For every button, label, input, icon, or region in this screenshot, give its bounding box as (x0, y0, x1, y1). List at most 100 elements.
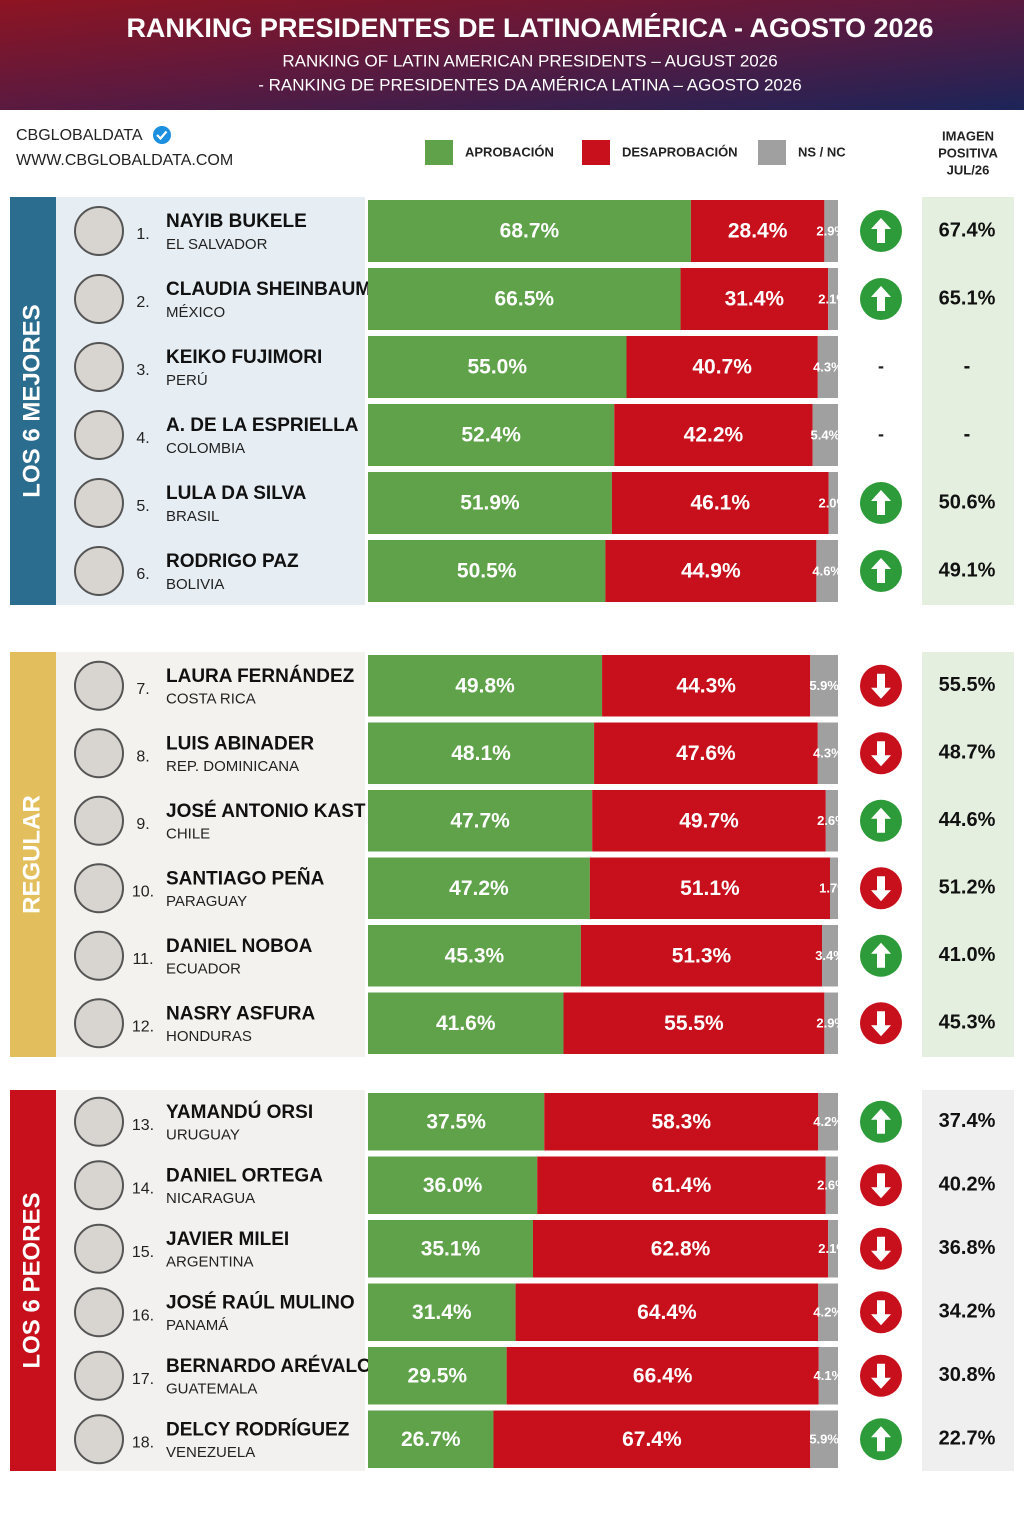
bar-segment (817, 722, 838, 784)
legend-swatch (758, 140, 786, 165)
country: VENEZUELA (166, 1444, 255, 1461)
bar-label: 40.7% (692, 356, 752, 379)
bar-label: 55.0% (467, 356, 527, 379)
rank: 8. (136, 748, 149, 765)
president-name: NAYIB BUKELE (166, 211, 307, 232)
country: BOLIVIA (166, 576, 224, 593)
president-name: DELCY RODRÍGUEZ (166, 1418, 350, 1440)
bar-segment (626, 336, 818, 398)
bar-segment (812, 404, 838, 466)
imagen-value: 44.6% (939, 809, 996, 831)
trend-arrow (871, 673, 891, 699)
imagen-value: - (964, 423, 971, 445)
subtitle: - RANKING DE PRESIDENTES DA AMÉRICA LATI… (258, 75, 802, 94)
bar-label: 4.2% (813, 1305, 843, 1320)
bar-label: 31.4% (412, 1301, 472, 1324)
bar-label: 49.8% (455, 674, 515, 697)
trend-none: - (878, 356, 884, 376)
country: COSTA RICA (166, 691, 256, 708)
group-panel (10, 197, 365, 605)
bar-segment (828, 268, 838, 330)
portrait (74, 478, 124, 528)
portrait (74, 930, 124, 981)
bar-label: 42.2% (684, 424, 744, 447)
bar-label: 5.4% (810, 427, 840, 442)
country: PANAMÁ (166, 1317, 228, 1334)
imagen-value: 65.1% (939, 287, 996, 309)
bar-label: 48.1% (451, 742, 511, 765)
bar-segment (828, 1220, 838, 1278)
bar-segment (816, 540, 838, 602)
bar-segment (690, 200, 825, 262)
trend-arrow (871, 741, 891, 767)
bar-label: 41.6% (436, 1012, 496, 1035)
president-name: JAVIER MILEI (166, 1229, 289, 1250)
bar-label: 2.0% (818, 495, 848, 510)
group-panel (10, 652, 365, 1057)
bar-segment (368, 655, 603, 717)
country: PARAGUAY (166, 893, 247, 910)
group-label: LOS 6 MEJORES (18, 304, 45, 497)
bar-segment (506, 1347, 819, 1405)
website: WWW.CBGLOBALDATA.COM (16, 152, 233, 169)
imagen-title: IMAGEN (942, 128, 994, 143)
bar-label: 4.2% (813, 1114, 843, 1129)
imagen-value: 67.4% (939, 219, 996, 241)
bar-label: 44.9% (681, 560, 741, 583)
bar-segment (828, 472, 838, 534)
bar-label: 64.4% (637, 1301, 697, 1324)
bar-label: 31.4% (725, 288, 785, 311)
bar-label: 52.4% (461, 424, 521, 447)
bar-segment (818, 1283, 838, 1341)
bar-label: 2.1% (818, 1241, 848, 1256)
bar-segment (368, 404, 615, 466)
bar-label: 29.5% (408, 1364, 468, 1387)
bar-segment (825, 1156, 838, 1214)
trend-arrow (871, 876, 891, 902)
country: NICARAGUA (166, 1190, 255, 1207)
country: BRASIL (166, 508, 219, 525)
trend-none: - (878, 424, 884, 444)
bar-segment (563, 992, 825, 1054)
legend-label: NS / NC (798, 144, 846, 159)
portrait (74, 1223, 124, 1274)
bar-segment (368, 1220, 533, 1278)
imagen-title: JUL/26 (947, 162, 990, 177)
rank: 11. (132, 951, 153, 968)
portrait (74, 660, 124, 711)
bar-label: 5.9% (809, 678, 839, 693)
group-band (10, 1090, 56, 1471)
bar-label: 62.8% (651, 1237, 711, 1260)
president-name: KEIKO FUJIMORI (166, 347, 322, 368)
legend-label: DESAPROBACIÓN (622, 144, 738, 159)
rank: 12. (132, 1018, 154, 1035)
bar-label: 2.9% (816, 223, 846, 238)
group-band (10, 197, 56, 605)
bar-segment (368, 1156, 538, 1214)
president-name: LULA DA SILVA (166, 483, 307, 504)
trend-arrow (871, 1300, 891, 1326)
header-bg (0, 0, 1024, 110)
bar-label: 26.7% (401, 1428, 461, 1451)
bar-label: 55.5% (664, 1012, 724, 1035)
country: PERÚ (166, 372, 208, 389)
country: GUATEMALA (166, 1381, 257, 1398)
bar-segment (368, 925, 581, 987)
trend-arrow (871, 558, 891, 583)
portrait (74, 1287, 124, 1338)
subtitle: RANKING OF LATIN AMERICAN PRESIDENTS – A… (282, 51, 777, 70)
bar-label: 2.9% (816, 1016, 846, 1031)
bar-segment (810, 655, 838, 717)
imagen-value: 45.3% (939, 1012, 996, 1034)
rank: 6. (136, 566, 149, 583)
rank: 5. (136, 498, 149, 515)
verified-badge (153, 126, 171, 144)
rank: 2. (136, 294, 149, 311)
bar-label: 5.9% (809, 1432, 839, 1447)
president-name: RODRIGO PAZ (166, 551, 299, 572)
bar-label: 50.5% (457, 560, 517, 583)
bar-segment (368, 722, 595, 784)
bar-segment (368, 1347, 507, 1405)
imagen-value: 34.2% (939, 1301, 996, 1323)
group-band (10, 652, 56, 1057)
